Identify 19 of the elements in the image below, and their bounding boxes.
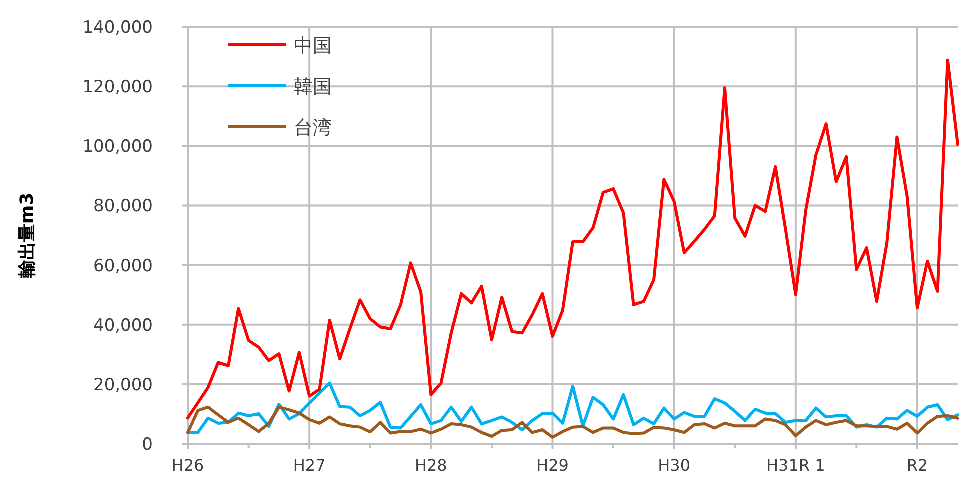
y-tick-label: 140,000 bbox=[82, 18, 153, 38]
x-tick-label: H31R 1 bbox=[766, 456, 826, 475]
y-axis-title: 輸出量m3 bbox=[17, 192, 38, 280]
legend-label: 中国 bbox=[294, 35, 332, 57]
x-tick-label: H28 bbox=[414, 456, 448, 475]
x-tick-label: H29 bbox=[536, 456, 569, 475]
x-tick-label: H30 bbox=[658, 456, 691, 475]
y-tick-label: 80,000 bbox=[94, 196, 153, 217]
y-tick-label: 20,000 bbox=[94, 375, 153, 396]
legend-label: 韓国 bbox=[294, 76, 332, 98]
y-tick-label: 100,000 bbox=[82, 137, 153, 158]
y-tick-label: 60,000 bbox=[94, 256, 153, 276]
y-tick-label: 40,000 bbox=[94, 316, 153, 336]
legend-label: 台湾 bbox=[294, 117, 332, 139]
x-tick-label: H27 bbox=[293, 456, 326, 475]
y-tick-label: 0 bbox=[142, 435, 153, 455]
x-tick-label: H26 bbox=[172, 456, 204, 475]
y-tick-label: 120,000 bbox=[82, 78, 153, 98]
x-tick-label: R2 bbox=[906, 456, 928, 475]
